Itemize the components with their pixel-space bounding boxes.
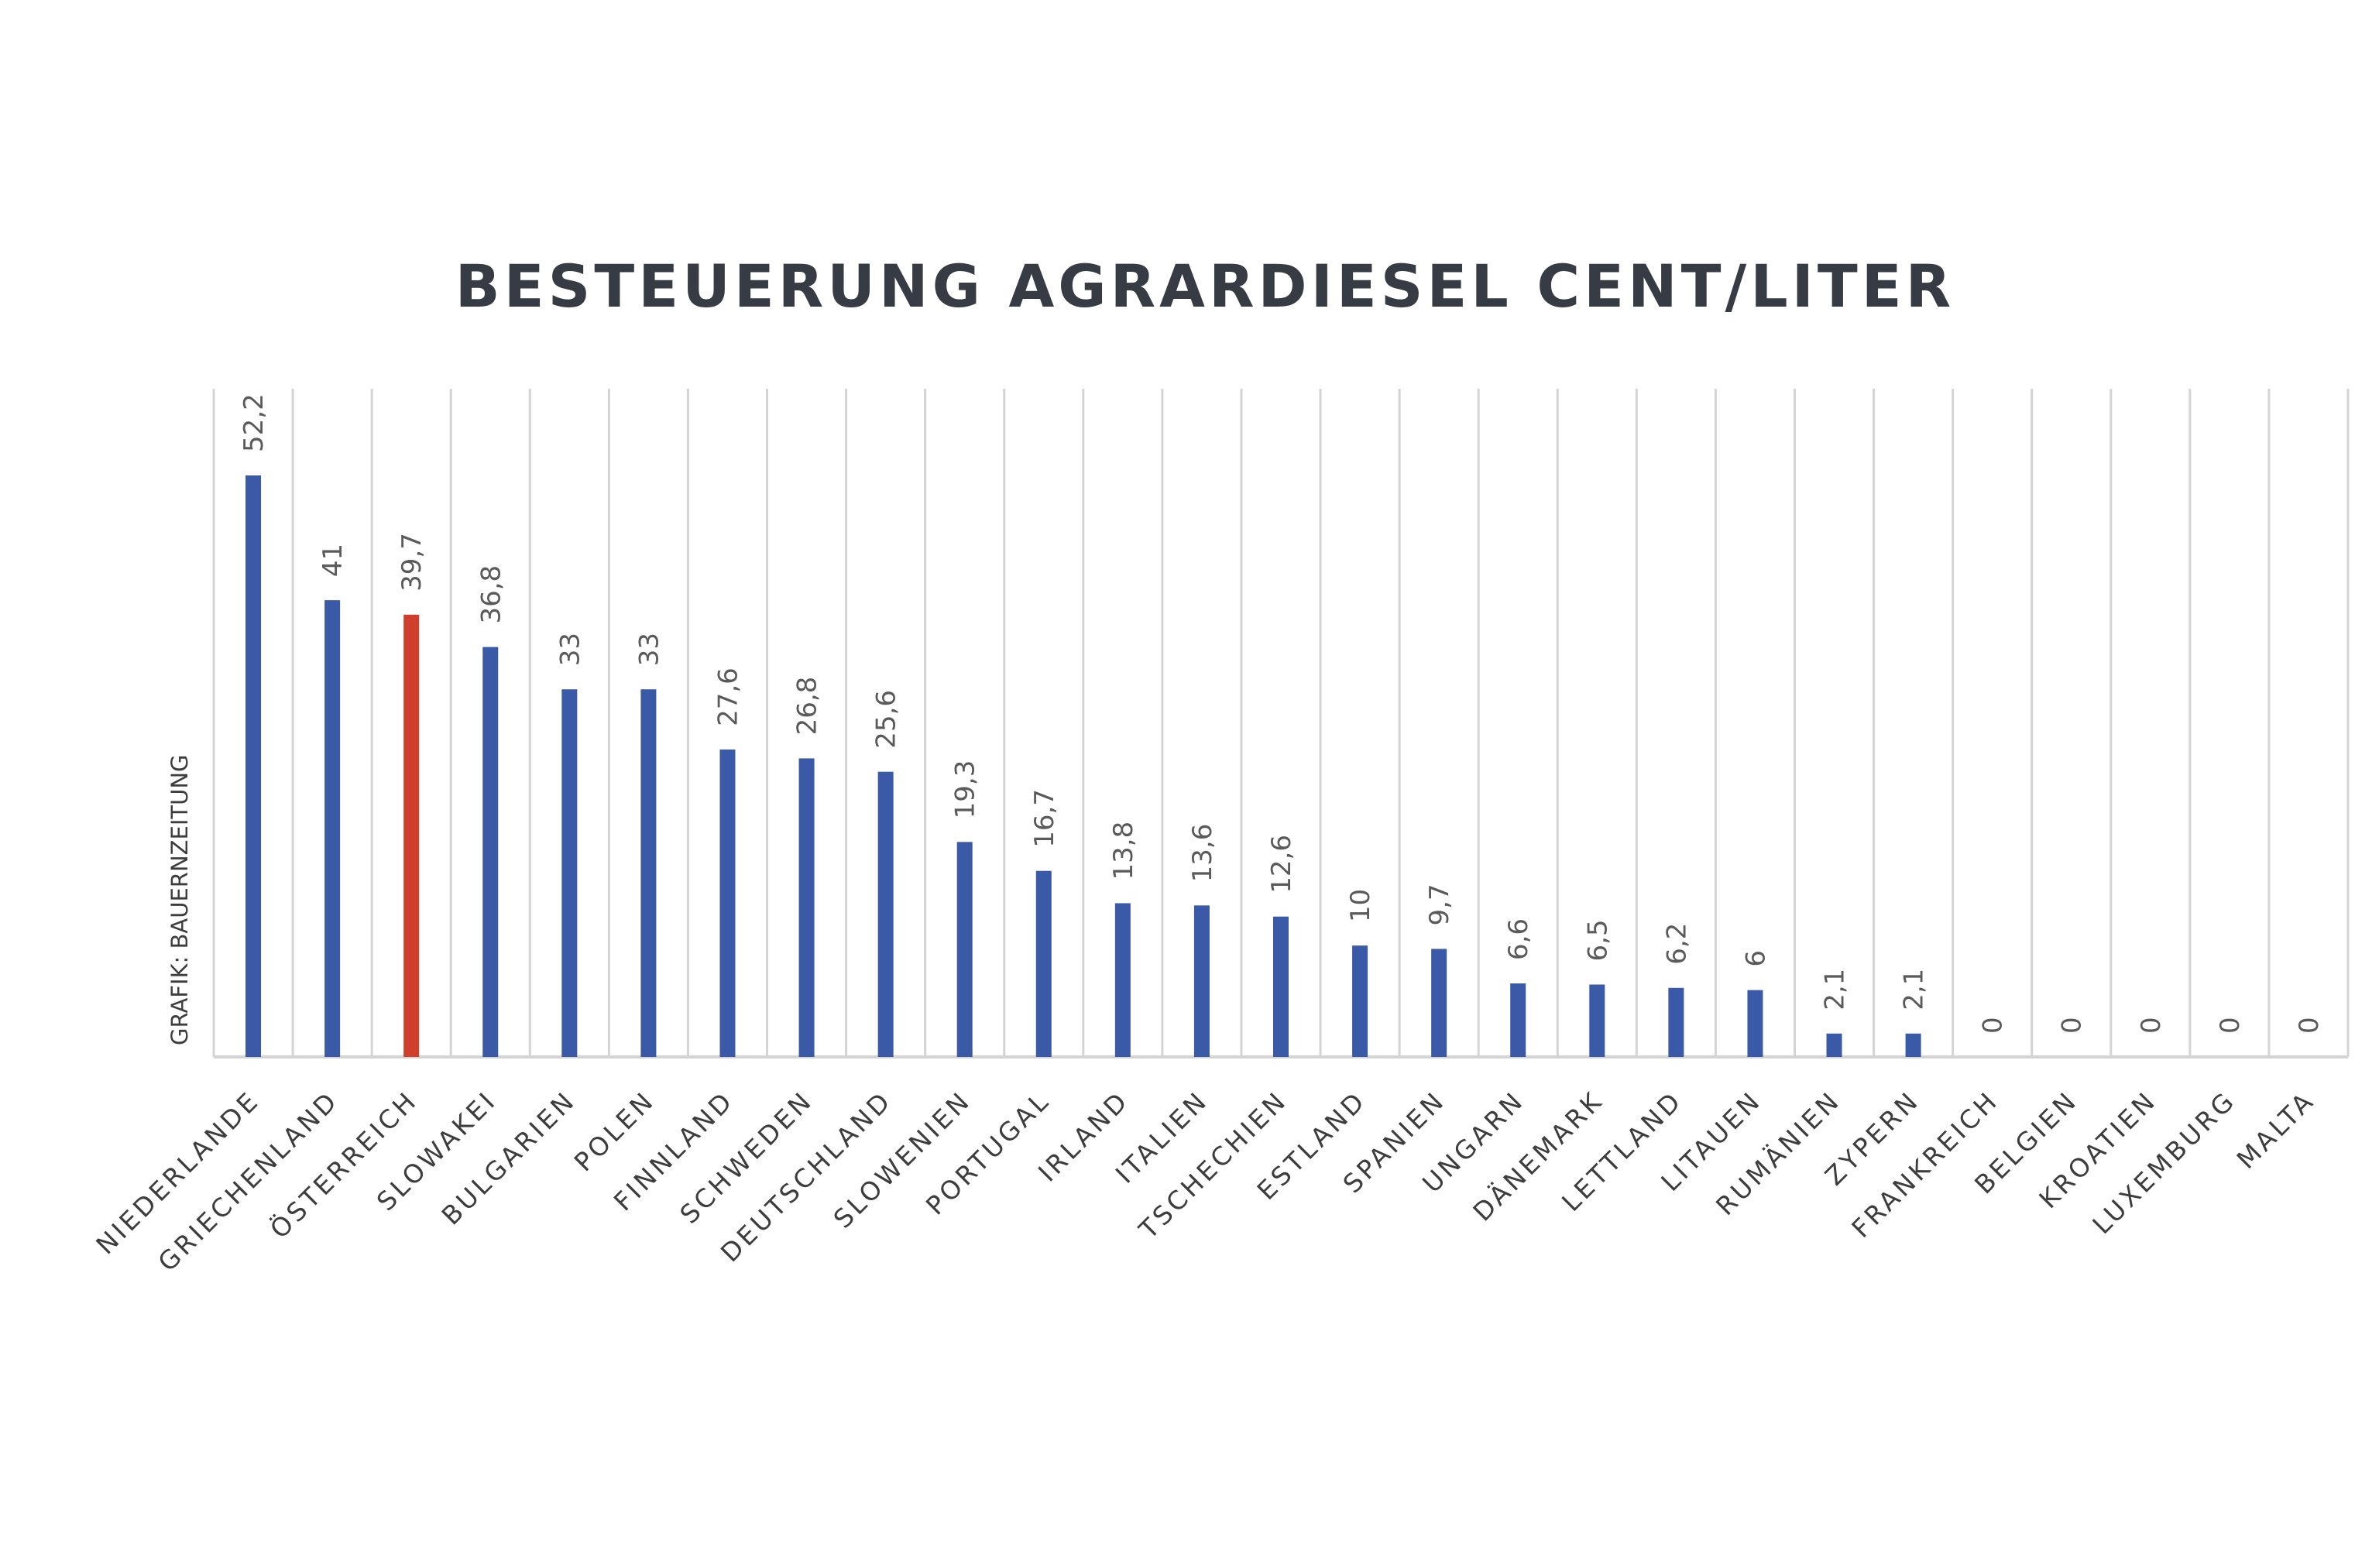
- bar-italien: [1193, 905, 1210, 1057]
- bar-estland: [1352, 945, 1368, 1057]
- data-label: 13,8: [1108, 822, 1139, 880]
- bar-irland: [1114, 903, 1131, 1057]
- data-label: 10: [1345, 889, 1376, 922]
- data-label: 0: [2294, 1017, 2325, 1034]
- bar-ungarn: [1510, 983, 1526, 1057]
- category-label: FRANKREICH: [1845, 1085, 2004, 1244]
- data-label: 12,6: [1266, 835, 1297, 894]
- bar-tschechien: [1273, 916, 1289, 1057]
- bar-rumänien: [1826, 1033, 1842, 1057]
- data-label: 2,1: [1820, 969, 1851, 1010]
- chart-title: BESTEUERUNG AGRARDIESEL CENT/LITER: [455, 252, 1955, 321]
- data-label: 6,5: [1582, 919, 1613, 961]
- bar-polen: [640, 689, 657, 1057]
- category-label: BULGARIEN: [436, 1085, 582, 1230]
- bar-spanien: [1431, 949, 1447, 1057]
- data-label: 25,6: [871, 690, 902, 749]
- bar-schweden: [798, 758, 815, 1057]
- bar-slowenien: [956, 842, 973, 1057]
- category-label: MALTA: [2231, 1085, 2321, 1175]
- data-label: 6,2: [1661, 923, 1692, 965]
- bar-griechenland: [324, 600, 341, 1057]
- data-label: 33: [554, 633, 585, 666]
- gridlines: [212, 389, 2350, 1058]
- bar-finnland: [719, 749, 736, 1057]
- category-label: LUXEMBURG: [2086, 1085, 2241, 1240]
- source-credit: GRAFIK: BAUERNZEITUNG: [166, 755, 193, 1046]
- data-label: 0: [2057, 1017, 2088, 1034]
- data-label: 41: [318, 544, 348, 577]
- category-label: SLOWENIEN: [828, 1085, 977, 1234]
- data-label: 2,1: [1899, 969, 1930, 1010]
- bar-deutschland: [877, 771, 894, 1057]
- data-label: 0: [2215, 1017, 2246, 1034]
- bar-österreich: [403, 614, 420, 1057]
- bar-niederlande: [245, 475, 262, 1057]
- bar-dänemark: [1589, 984, 1605, 1057]
- data-label: 26,8: [792, 677, 823, 736]
- data-label: 19,3: [950, 760, 981, 819]
- data-label: 39,7: [396, 533, 427, 592]
- data-label: 16,7: [1029, 789, 1060, 848]
- data-label: 6: [1740, 950, 1771, 967]
- data-labels: 52,2 41 39,7 36,8 33 33 27,6 26,8 25,6 19,3 16,7 13…: [239, 393, 2325, 1034]
- bar-slowakei: [482, 647, 499, 1057]
- data-label: 36,8: [475, 565, 506, 624]
- category-label: ÖSTERREICH: [263, 1084, 424, 1244]
- bar-portugal: [1035, 870, 1052, 1057]
- data-label: 0: [2136, 1017, 2167, 1034]
- data-label: 27,6: [712, 667, 743, 726]
- category-label: TSCHECHIEN: [1133, 1085, 1293, 1245]
- data-label: 13,6: [1187, 824, 1218, 883]
- data-label: 9,7: [1424, 884, 1455, 925]
- bar-bulgarien: [561, 689, 578, 1057]
- bars: [245, 475, 1921, 1057]
- data-label: 33: [633, 633, 664, 666]
- category-labels: NIEDERLANDEGRIECHENLANDÖSTERREICHSLOWAKE…: [90, 1084, 2320, 1277]
- bar-lettland: [1668, 987, 1684, 1057]
- data-label: 52,2: [239, 393, 269, 452]
- data-label: 0: [1978, 1017, 2009, 1034]
- data-label: 6,6: [1503, 918, 1534, 960]
- bar-zypern: [1905, 1033, 1921, 1057]
- bar-litauen: [1747, 990, 1763, 1057]
